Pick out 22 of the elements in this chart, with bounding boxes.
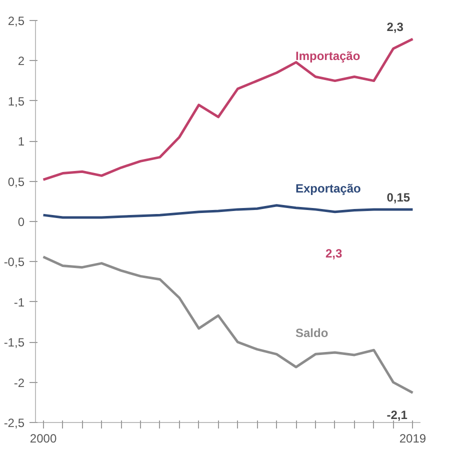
y-tick-label: -1,5 [4,336,25,350]
line-series [42,38,414,181]
data-label: 0,15 [386,190,410,204]
y-tick-label: 2 [18,54,25,68]
y-tick-label: 1 [18,134,25,149]
y-tick-label: 0,5 [8,174,25,189]
series-label: Exportação [296,181,361,196]
y-tick-label: 2,5 [8,14,25,28]
x-tick-label: 2019 [399,432,426,446]
line-series [42,204,414,219]
data-label: -2,1 [386,408,408,422]
y-tick-label: -2 [14,376,25,390]
data-label: 2,3 [386,20,404,34]
y-tick-label: -1 [14,295,25,310]
series-label: Saldo [296,326,328,340]
y-tick-label: -0,5 [4,255,25,270]
y-tick-label: 0 [18,215,25,229]
annotation: 2,3 [326,246,343,260]
y-tick-label: 1,5 [8,94,25,108]
series-label: Importação [296,48,360,63]
y-tick-label: -2,5 [4,416,25,430]
x-tick-label: 2000 [30,432,57,446]
